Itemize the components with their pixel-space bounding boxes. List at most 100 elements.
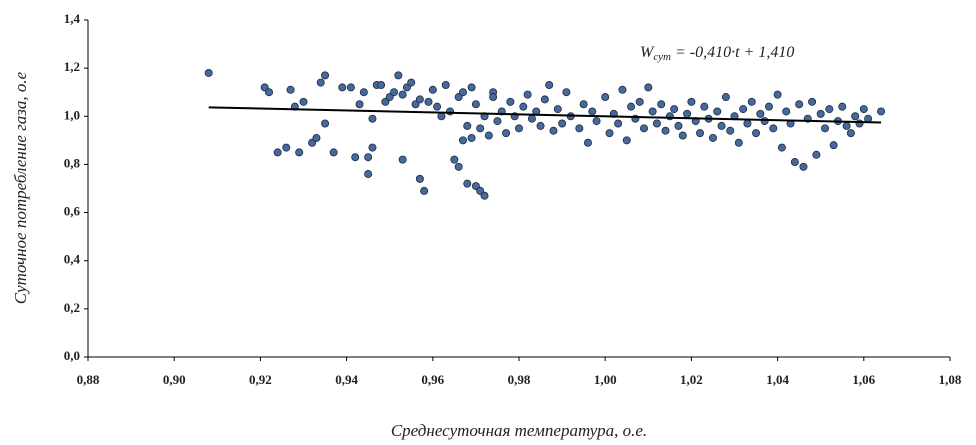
point <box>799 162 808 171</box>
point <box>622 136 631 145</box>
x-tick-label: 0,98 <box>508 372 531 387</box>
point <box>540 95 549 104</box>
point <box>877 107 886 116</box>
point <box>661 126 670 135</box>
point <box>816 109 825 118</box>
point <box>769 124 778 133</box>
point <box>463 121 472 130</box>
point <box>592 117 601 126</box>
point <box>273 148 282 157</box>
y-axis-title: Суточное потребление газа, о.е <box>11 71 30 304</box>
point <box>618 85 627 94</box>
point <box>458 88 467 97</box>
point <box>441 80 450 89</box>
y-tick-label: 1,0 <box>64 107 80 122</box>
point <box>842 121 851 130</box>
y-tick-label: 0,6 <box>64 204 81 219</box>
point <box>829 141 838 150</box>
equation-symbol: W <box>640 44 655 61</box>
point <box>721 93 730 102</box>
point <box>558 119 567 128</box>
equation: Wсут = -0,410·t + 1,410 <box>640 44 794 63</box>
point <box>316 78 325 87</box>
point <box>364 153 373 162</box>
point <box>299 97 308 106</box>
point <box>506 97 515 106</box>
point <box>545 80 554 89</box>
x-tick-label: 0,96 <box>421 372 444 387</box>
point <box>855 119 864 128</box>
point <box>519 102 528 111</box>
point <box>648 107 657 116</box>
point <box>454 162 463 171</box>
point <box>368 114 377 123</box>
x-tick-label: 1,00 <box>594 372 617 387</box>
point <box>838 102 847 111</box>
point <box>527 114 536 123</box>
point <box>265 88 274 97</box>
point <box>390 88 399 97</box>
point <box>644 83 653 92</box>
point <box>575 124 584 133</box>
point <box>489 93 498 102</box>
point <box>652 119 661 128</box>
point <box>204 68 213 77</box>
point <box>282 143 291 152</box>
point <box>415 95 424 104</box>
point <box>562 88 571 97</box>
point <box>467 83 476 92</box>
point <box>502 129 511 138</box>
point <box>321 71 330 80</box>
point <box>338 83 347 92</box>
point <box>700 102 709 111</box>
point <box>713 107 722 116</box>
point <box>398 155 407 164</box>
x-tick-label: 0,94 <box>335 372 358 387</box>
point <box>821 124 830 133</box>
point <box>364 170 373 179</box>
point <box>467 133 476 142</box>
point <box>717 121 726 130</box>
point <box>437 112 446 121</box>
point <box>726 126 735 135</box>
point <box>859 105 868 114</box>
point <box>377 80 386 89</box>
point <box>846 129 855 138</box>
point <box>458 136 467 145</box>
equation-subscript: сут <box>653 51 671 63</box>
point <box>515 124 524 133</box>
point <box>756 109 765 118</box>
x-tick-label: 1,06 <box>852 372 875 387</box>
point <box>321 119 330 128</box>
y-tick-label: 1,4 <box>64 11 81 26</box>
point <box>601 93 610 102</box>
y-tick-label: 1,2 <box>64 59 80 74</box>
point <box>812 150 821 159</box>
point <box>687 97 696 106</box>
point <box>415 174 424 183</box>
point <box>493 117 502 126</box>
point <box>329 148 338 157</box>
point <box>795 100 804 109</box>
x-tick-label: 0,92 <box>249 372 272 387</box>
point <box>782 107 791 116</box>
x-tick-label: 0,90 <box>163 372 186 387</box>
point <box>424 97 433 106</box>
point <box>484 131 493 140</box>
point <box>773 90 782 99</box>
point <box>605 129 614 138</box>
point <box>851 112 860 121</box>
point <box>394 71 403 80</box>
point <box>764 102 773 111</box>
point <box>433 102 442 111</box>
x-tick-label: 1,04 <box>766 372 789 387</box>
point <box>463 179 472 188</box>
y-tick-label: 0,2 <box>64 300 80 315</box>
point <box>446 107 455 116</box>
point <box>346 83 355 92</box>
point <box>678 131 687 140</box>
point <box>312 133 321 142</box>
point <box>760 117 769 126</box>
x-axis-title: Среднесуточная температура, о.е. <box>391 421 647 440</box>
point <box>674 121 683 130</box>
